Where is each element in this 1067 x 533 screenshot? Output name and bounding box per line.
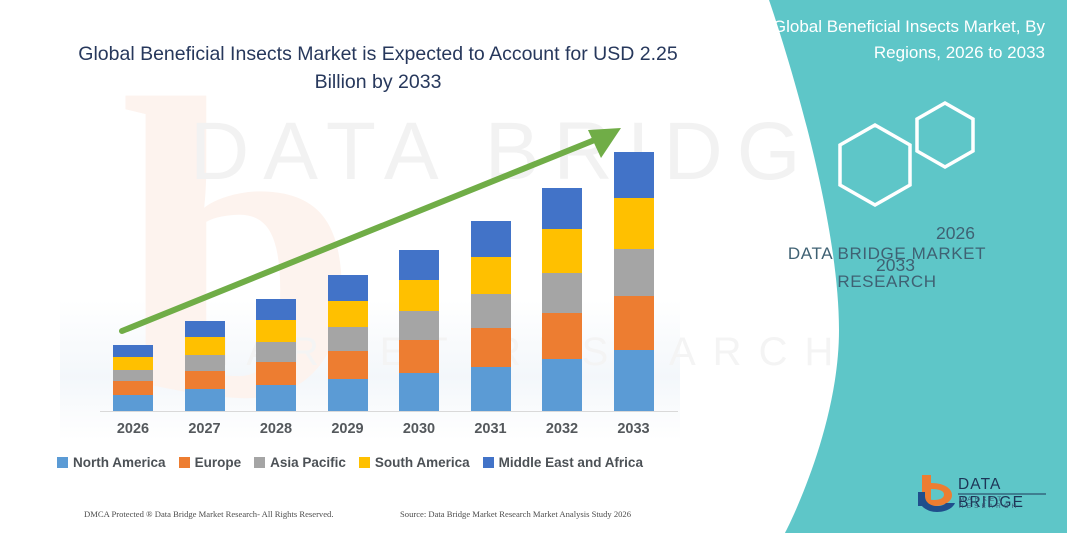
legend-swatch-icon <box>178 457 190 468</box>
bar-segment <box>399 249 439 280</box>
hexagon-label-2026: 2026 <box>936 223 975 243</box>
legend-item[interactable]: Europe <box>178 455 242 470</box>
legend-swatch-icon <box>358 457 370 468</box>
bar-segment <box>256 299 296 321</box>
legend-item[interactable]: Asia Pacific <box>254 455 346 470</box>
legend-label: Asia Pacific <box>270 455 346 470</box>
bar-segment <box>113 394 153 411</box>
bar-segment <box>542 187 582 230</box>
bar-segment <box>184 337 225 355</box>
legend-label: North America <box>73 455 166 470</box>
chart-title: Global Beneficial Insects Market is Expe… <box>78 43 678 93</box>
footer: DMCA Protected ® Data Bridge Market Rese… <box>0 505 700 533</box>
bar-segment <box>327 351 368 379</box>
bar-segment <box>327 326 368 352</box>
bar-segment <box>256 384 296 411</box>
legend-item[interactable]: North America <box>57 455 166 470</box>
bar-2027 <box>184 321 225 411</box>
x-axis-label-2026: 2026 <box>116 421 150 437</box>
legend-swatch-icon <box>57 457 69 468</box>
bar-2031 <box>470 221 511 411</box>
bar-segment <box>470 293 511 329</box>
bar-segment <box>542 359 582 411</box>
legend-label: South America <box>374 455 470 470</box>
bar-segment <box>256 361 296 385</box>
x-axis-label-2027: 2027 <box>188 421 221 437</box>
bar-2029 <box>327 275 368 411</box>
hexagon-label-2033: 2033 <box>876 255 915 275</box>
x-axis-label-2032: 2032 <box>545 421 579 437</box>
bar-segment <box>184 321 225 338</box>
bar-segment <box>256 341 296 362</box>
bar-segment <box>256 320 296 342</box>
legend-label: Middle East and Africa <box>498 455 643 470</box>
bar-segment <box>613 152 654 199</box>
bar-segment <box>470 367 511 411</box>
logo-wordmark: DATA BRIDGE <box>958 476 1025 511</box>
bar-2026 <box>113 345 153 411</box>
bar-segment <box>542 313 582 360</box>
brand-name: DATA BRIDGE MARKET RESEARCH <box>747 240 1027 296</box>
bar-segment <box>613 295 654 350</box>
company-logo: DATA BRIDGE MARKET RESEARCH <box>912 472 1052 518</box>
stacked-bar-chart: 2026 2027 2028 2029 2030 2031 2032 2033 <box>100 128 678 445</box>
legend-swatch-icon <box>482 457 494 468</box>
x-axis-line <box>100 411 678 412</box>
bar-2033 <box>613 152 654 411</box>
bar-segment <box>470 256 511 294</box>
x-axis-label-2028: 2028 <box>259 421 293 437</box>
bar-segment <box>470 221 511 257</box>
bar-segment <box>542 272 582 314</box>
bar-segment <box>613 198 654 249</box>
logo-mark-icon <box>918 475 1046 512</box>
footer-copyright: DMCA Protected ® Data Bridge Market Rese… <box>84 509 334 519</box>
panel-title: Global Beneficial Insects Market, By Reg… <box>772 17 1045 62</box>
hexagon-shapes <box>838 100 975 208</box>
bar-segment <box>613 350 654 411</box>
footer-source: Source: Data Bridge Market Research Mark… <box>400 509 632 519</box>
hexagon-group: 2026 2033 <box>807 95 1037 275</box>
logo-subtitle: MARKET RESEARCH <box>959 496 1020 510</box>
legend-item[interactable]: Middle East and Africa <box>482 455 643 470</box>
x-axis-label-2033: 2033 <box>617 421 650 437</box>
bar-segment <box>113 381 153 395</box>
chart-legend: North America Europe Asia Pacific South Ame… <box>0 455 700 470</box>
bar-segment <box>184 354 225 371</box>
brand-line-1: DATA BRIDGE MARKET <box>787 244 987 263</box>
x-axis-label-2030: 2030 <box>402 421 436 437</box>
bar-segment <box>327 275 368 301</box>
bar-segment <box>184 370 225 390</box>
bar-segment <box>399 339 439 374</box>
right-panel: Global Beneficial Insects Market, By Reg… <box>707 0 1067 533</box>
panel-background-shape <box>769 0 1067 533</box>
bars-container <box>113 152 654 411</box>
bar-segment <box>399 373 439 411</box>
bar-segment <box>113 356 153 370</box>
bar-segment <box>613 248 654 296</box>
x-axis-label-2029: 2029 <box>331 421 364 437</box>
legend-label: Europe <box>194 455 242 470</box>
bar-segment <box>327 378 368 411</box>
x-axis-label-2031: 2031 <box>474 421 507 437</box>
bar-segment <box>327 300 368 327</box>
bar-segment <box>470 328 511 368</box>
bar-2028 <box>256 299 296 411</box>
legend-swatch-icon <box>254 457 266 468</box>
bar-segment <box>113 369 153 382</box>
bar-segment <box>399 279 439 311</box>
legend-item[interactable]: South America <box>358 455 470 470</box>
bar-2030 <box>399 249 439 411</box>
bar-segment <box>113 345 153 357</box>
x-axis-labels: 2026 2027 2028 2029 2030 2031 2032 2033 <box>100 421 678 445</box>
bar-segment <box>542 229 582 273</box>
bar-2032 <box>542 187 582 411</box>
brand-line-2: RESEARCH <box>837 272 937 291</box>
bar-segment <box>184 389 225 411</box>
bar-segment <box>399 310 439 340</box>
